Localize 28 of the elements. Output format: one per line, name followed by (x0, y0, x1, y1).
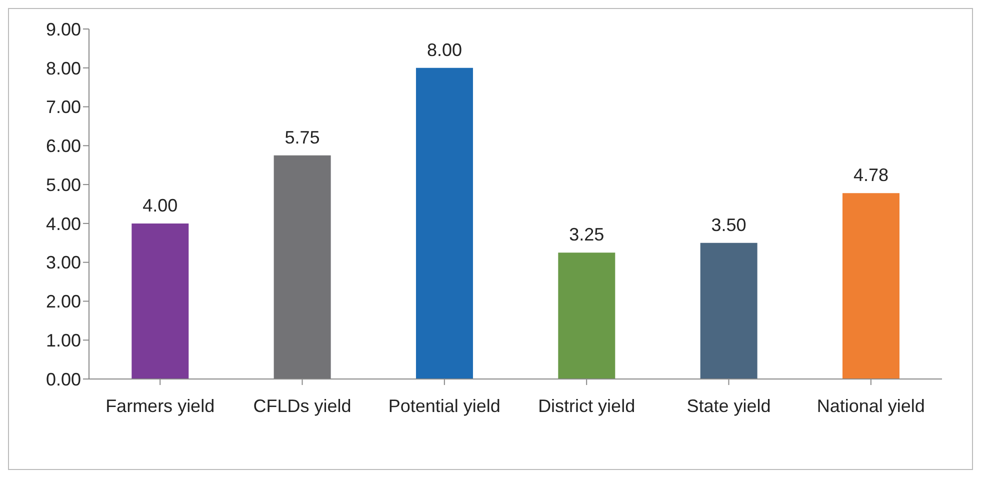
data-label: 3.25 (569, 224, 604, 245)
y-tick-label: 5.00 (46, 174, 81, 195)
bar (700, 242, 758, 379)
bar (132, 223, 189, 379)
bar (416, 68, 473, 379)
y-tick-label: 6.00 (46, 136, 81, 156)
y-tick-label: 3.00 (46, 252, 81, 273)
y-tick-label: 2.00 (46, 292, 81, 312)
bar (842, 193, 900, 379)
y-tick-label: 0.00 (46, 369, 81, 390)
x-tick-label: Farmers yield (106, 396, 215, 416)
x-tick-label: National yield (816, 396, 925, 416)
x-tick-label: State yield (686, 396, 771, 416)
y-tick-label: 8.00 (46, 58, 81, 78)
data-label: 4.78 (853, 165, 889, 186)
bar (274, 155, 331, 379)
y-tick-label: 7.00 (46, 97, 81, 118)
y-tick-label: 9.00 (46, 19, 81, 40)
y-tick-label: 1.00 (46, 330, 81, 350)
data-label: 5.75 (284, 127, 320, 148)
data-label: 4.00 (142, 195, 178, 216)
data-label: 8.00 (426, 40, 462, 60)
data-label: 3.50 (711, 214, 746, 235)
y-tick-label: 4.00 (46, 214, 81, 234)
x-tick-label: District yield (538, 396, 636, 416)
x-tick-label: Potential yield (388, 396, 500, 416)
x-tick-label: CFLDs yield (253, 396, 352, 416)
bar (558, 252, 616, 379)
